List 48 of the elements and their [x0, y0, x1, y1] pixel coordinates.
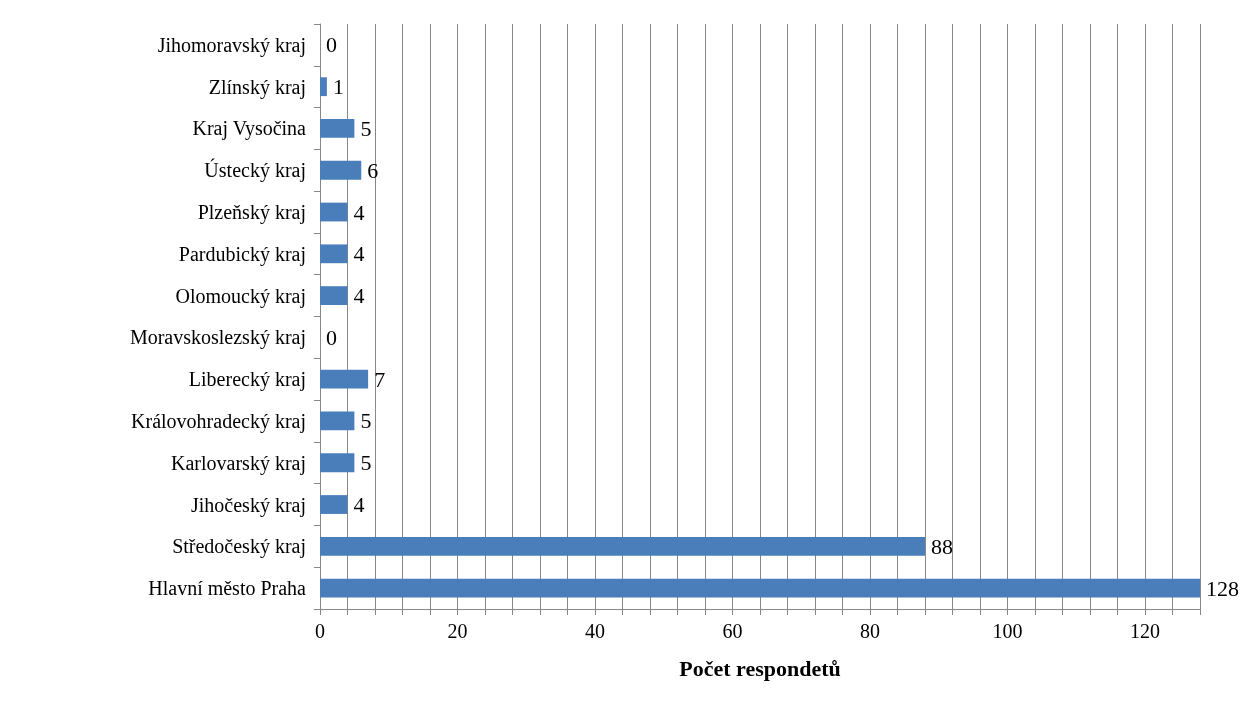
x-tick-label: 60	[722, 620, 743, 642]
bar	[320, 536, 925, 556]
data-label: 4	[353, 492, 365, 518]
y-tick-label: Královohradecký kraj	[131, 409, 306, 433]
x-tick-label: 120	[1130, 620, 1160, 642]
bar	[320, 495, 348, 514]
bar	[320, 578, 1200, 598]
bar	[320, 411, 355, 431]
data-label: 6	[367, 157, 379, 183]
y-tick-label: Kraj Vysočina	[192, 117, 307, 141]
data-label: 0	[326, 32, 337, 58]
y-tick-label: Karlovarský kraj	[171, 451, 306, 475]
data-label: 0	[326, 324, 337, 350]
data-label: 4	[353, 283, 365, 309]
y-tick-label: Ústecký kraj	[204, 158, 306, 183]
data-label: 88	[931, 533, 953, 559]
data-label: 5	[360, 115, 372, 141]
y-tick-label: Středočeský kraj	[172, 535, 306, 559]
y-tick-label: Olomoucký kraj	[175, 284, 306, 308]
x-tick-label: 0	[315, 620, 325, 642]
y-tick-label: Moravskoslezský kraj	[129, 326, 306, 350]
y-tick-label: Jihomoravský kraj	[157, 33, 306, 57]
bar	[320, 369, 369, 389]
y-tick-label: Zlínský kraj	[208, 75, 306, 99]
bar	[320, 453, 355, 473]
y-tick-label: Liberecký kraj	[188, 368, 306, 392]
data-label: 4	[353, 199, 365, 225]
data-label: 5	[360, 408, 372, 434]
y-tick-label: Jihočeský kraj	[191, 493, 306, 517]
bar	[320, 160, 362, 180]
data-label: 7	[374, 366, 386, 392]
x-axis-title: Počet respondetů	[679, 655, 841, 681]
bar	[320, 202, 348, 222]
y-tick-label: Hlavní město Praha	[148, 577, 307, 600]
bar	[320, 286, 348, 306]
data-label: 5	[360, 450, 372, 476]
y-tick-label: Plzeňský kraj	[197, 201, 306, 225]
x-tick-label: 40	[585, 620, 605, 642]
data-label: 4	[353, 241, 365, 267]
x-tick-label: 100	[992, 620, 1023, 642]
data-label: 1	[332, 74, 344, 100]
bar	[320, 77, 327, 97]
y-tick-label: Pardubický kraj	[178, 242, 306, 266]
bar	[320, 244, 348, 264]
data-label: 128	[1206, 575, 1239, 601]
x-tick-label: 80	[860, 620, 880, 642]
x-tick-label: 20	[447, 620, 468, 642]
bar	[320, 119, 355, 138]
